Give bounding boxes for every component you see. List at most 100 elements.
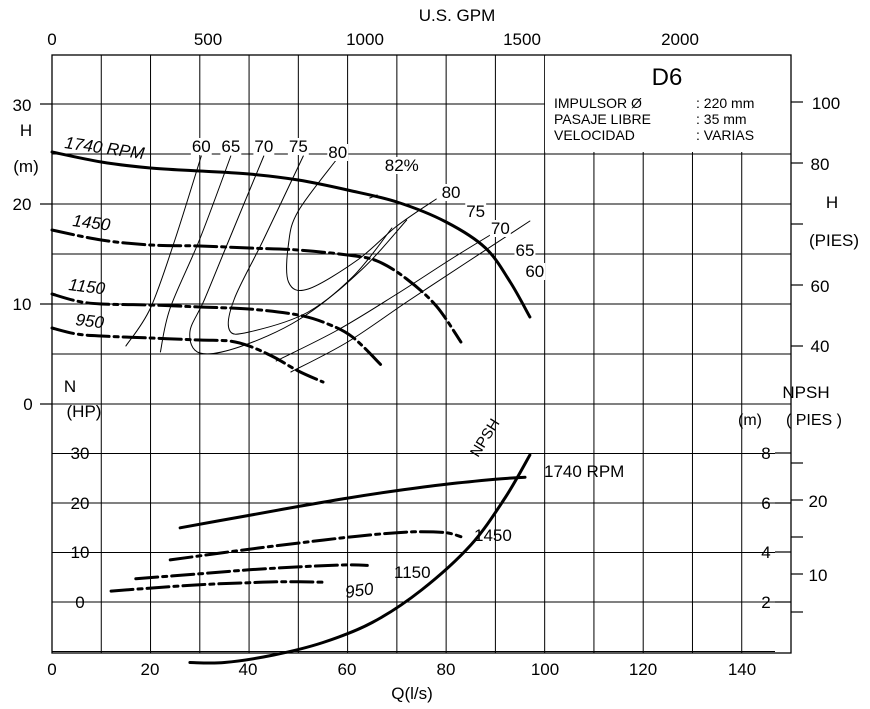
head-axis-label: H — [20, 121, 32, 140]
power-tick-30: 30 — [71, 444, 90, 463]
feet-axis-label: H — [826, 193, 838, 212]
x-tick-60: 60 — [338, 660, 357, 679]
efficiency-label-9: 65 — [515, 241, 534, 260]
head-curve-2 — [50, 292, 384, 368]
power-curve-label-1150: 1150 — [394, 563, 431, 582]
top-tick-0: 0 — [47, 30, 56, 49]
power-curve-2 — [134, 563, 369, 581]
plot-frame — [51, 54, 792, 654]
spec-label-velocidad: VELOCIDAD — [554, 127, 635, 143]
efficiency-label-8: 70 — [491, 219, 510, 238]
head-tick-30: 30 — [13, 96, 32, 115]
power-tick-10: 10 — [71, 543, 90, 562]
x-tick-20: 20 — [141, 660, 160, 679]
efficiency-label-7: 75 — [466, 202, 485, 221]
npsh-ft-tick-20: 20 — [809, 492, 828, 511]
npsh-tick-6: 6 — [761, 494, 770, 513]
efficiency-label-bg-2 — [253, 138, 275, 155]
efficiency-label-5: 82% — [385, 156, 419, 175]
power-curve-1 — [168, 530, 463, 562]
efficiency-labels: 60 65 70 75 80 82% 80 75 70 65 60 — [190, 137, 546, 281]
head-tick-0: 0 — [23, 395, 32, 414]
spec-value-velocidad: : VARIAS — [696, 127, 754, 143]
top-tick-1500: 1500 — [503, 30, 541, 49]
spec-label-impulsor: IMPULSOR Ø — [554, 95, 642, 111]
efficiency-label-10: 60 — [525, 262, 544, 281]
power-curve-label-950: 950 — [344, 579, 375, 602]
head-curve-label-1740: 1740 RPM — [63, 133, 146, 163]
efficiency-label-4: 80 — [328, 143, 347, 162]
power-curve-label-1740: 1740 RPM — [544, 462, 624, 481]
spec-label-pasaje: PASAJE LIBRE — [554, 111, 651, 127]
spec-value-pasaje: : 35 mm — [696, 111, 747, 127]
x-tick-100: 100 — [531, 660, 559, 679]
npsh-curve — [188, 453, 532, 665]
head-curve-0 — [50, 150, 532, 319]
spec-box — [545, 56, 790, 152]
spec-list: IMPULSOR Ø : 220 mm PASAJE LIBRE : 35 mm… — [554, 95, 754, 143]
efficiency-label-bg-4 — [327, 144, 349, 161]
efficiency-label-2: 70 — [254, 137, 273, 156]
efficiency-label-1: 65 — [221, 137, 240, 156]
power-curve-0 — [178, 475, 527, 530]
efficiency-label-bg-8 — [489, 220, 511, 237]
feet-tick-40: 40 — [811, 337, 830, 356]
efficiency-label-bg-9 — [514, 242, 536, 259]
feet-tick-80: 80 — [811, 155, 830, 174]
x-tick-0: 0 — [47, 660, 56, 679]
npsh-tick-8: 8 — [761, 444, 770, 463]
head-tick-10: 10 — [13, 295, 32, 314]
npsh-axis-unit-m: (m) — [738, 412, 762, 429]
x-tick-120: 120 — [629, 660, 657, 679]
efficiency-curve-1 — [159, 155, 232, 353]
efficiency-curve-0 — [125, 155, 202, 347]
npsh-axis-unit-ft: ( PIES ) — [786, 412, 842, 429]
top-tick-500: 500 — [194, 30, 222, 49]
head-curve-label-950: 950 — [75, 310, 106, 332]
power-axis-label: N — [64, 377, 76, 396]
top-axis-label: U.S. GPM — [419, 6, 496, 25]
x-axis-label: Q(l/s) — [391, 684, 433, 703]
efficiency-curve-6 — [290, 220, 531, 373]
efficiency-label-bg-5 — [383, 157, 420, 174]
efficiency-label-bg-0 — [190, 138, 212, 155]
feet-tick-60: 60 — [811, 277, 830, 296]
efficiency-label-0: 60 — [192, 137, 211, 156]
power-tick-20: 20 — [71, 494, 90, 513]
feet-axis-unit: (PIES) — [809, 231, 859, 250]
power-tick-0: 0 — [75, 593, 84, 612]
power-curve-3 — [109, 580, 325, 593]
npsh-ft-tick-10: 10 — [809, 566, 828, 585]
head-tick-20: 20 — [13, 195, 32, 214]
efficiency-curve-4 — [286, 157, 437, 292]
power-curve-label-1450: 1450 — [474, 526, 512, 545]
efficiency-label-3: 75 — [289, 137, 308, 156]
top-tick-1000: 1000 — [346, 30, 384, 49]
npsh-tick-2: 2 — [761, 593, 770, 612]
head-axis-unit: (m) — [13, 157, 38, 176]
efficiency-label-bg-7 — [465, 203, 487, 220]
efficiency-curve-3 — [227, 155, 408, 335]
x-tick-40: 40 — [239, 660, 258, 679]
x-tick-80: 80 — [437, 660, 456, 679]
head-curve-1 — [50, 228, 463, 344]
head-curve-label-1450: 1450 — [72, 211, 112, 235]
efficiency-curve-7 — [275, 222, 511, 362]
x-tick-140: 140 — [728, 660, 756, 679]
npsh-tick-4: 4 — [761, 543, 770, 562]
head-curve-3 — [50, 326, 325, 384]
power-axis-unit: (HP) — [67, 402, 102, 421]
model-title: D6 — [652, 64, 683, 91]
efficiency-label-bg-6 — [440, 184, 462, 201]
efficiency-label-bg-10 — [524, 263, 546, 280]
efficiency-label-6: 80 — [442, 183, 461, 202]
npsh-axis-label: NPSH — [782, 383, 829, 402]
top-tick-2000: 2000 — [661, 30, 699, 49]
feet-tick-100: 100 — [812, 94, 840, 113]
spec-value-impulsor: : 220 mm — [696, 95, 754, 111]
efficiency-label-bg-1 — [220, 138, 242, 155]
efficiency-label-bg-3 — [287, 138, 309, 155]
head-curve-label-1150: 1150 — [68, 275, 107, 298]
curve-layer — [50, 150, 532, 665]
